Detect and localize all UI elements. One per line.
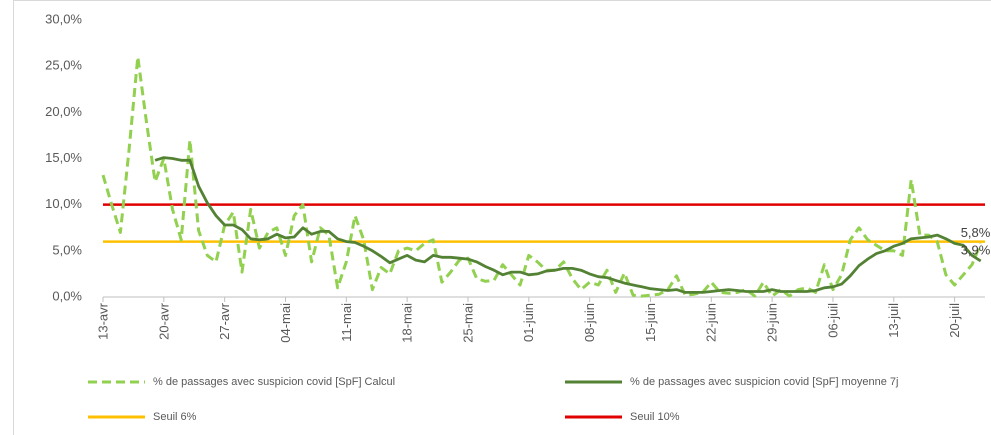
series-line bbox=[154, 156, 982, 294]
y-tick-label: 10,0% bbox=[45, 196, 82, 211]
x-tick-label: 01-juin bbox=[521, 303, 536, 342]
x-tick-label: 04-mai bbox=[278, 303, 293, 343]
y-tick-label: 30,0% bbox=[45, 11, 82, 26]
y-tick-label: 5,0% bbox=[52, 242, 82, 257]
y-tick-label: 25,0% bbox=[45, 58, 82, 73]
x-tick-label: 11-mai bbox=[339, 303, 354, 342]
y-tick-label: 20,0% bbox=[45, 104, 82, 119]
x-tick-label: 22-juin bbox=[704, 303, 719, 342]
x-tick-label: 08-juin bbox=[582, 303, 597, 342]
data-label: 5,8% bbox=[961, 225, 991, 240]
x-tick-label: 15-juin bbox=[643, 303, 658, 342]
x-tick-label: 25-mai bbox=[460, 303, 475, 343]
data-label: 3,9% bbox=[961, 242, 991, 257]
x-tick-label: 27-avr bbox=[217, 302, 232, 340]
series-line bbox=[101, 55, 983, 298]
legend-label: Seuil 10% bbox=[630, 411, 680, 423]
legend-label: % de passages avec suspicion covid [SpF]… bbox=[153, 376, 395, 388]
x-tick-label: 13-avr bbox=[95, 302, 110, 340]
x-tick-label: 18-mai bbox=[400, 303, 415, 343]
x-tick-label: 20-juil bbox=[947, 303, 962, 338]
x-tick-label: 29-juin bbox=[765, 303, 780, 342]
legend-label: % de passages avec suspicion covid [SpF]… bbox=[630, 376, 898, 388]
y-tick-label: 0,0% bbox=[52, 288, 82, 303]
x-tick-label: 06-juil bbox=[825, 303, 840, 338]
x-tick-label: 20-avr bbox=[156, 302, 171, 340]
chart-frame bbox=[13, 0, 991, 435]
legend-label: Seuil 6% bbox=[153, 411, 197, 423]
y-tick-label: 15,0% bbox=[45, 150, 82, 165]
x-tick-label: 13-juil bbox=[886, 303, 901, 338]
